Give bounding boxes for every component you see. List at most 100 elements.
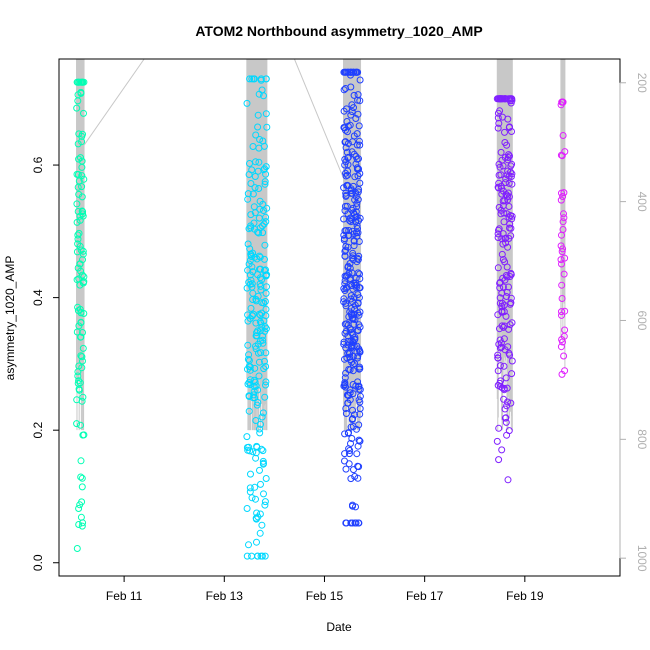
data-point: [255, 185, 263, 192]
data-point: [354, 110, 362, 118]
data-point: [504, 167, 512, 175]
x-tick-label: Feb 15: [306, 589, 344, 603]
data-point: [352, 503, 359, 511]
data-point: [344, 140, 352, 147]
data-point: [350, 209, 358, 217]
data-point: [245, 357, 253, 364]
data-point: [355, 463, 363, 471]
data-point: [244, 341, 252, 349]
data-point: [340, 340, 348, 348]
data-point: [347, 111, 355, 119]
data-point: [349, 519, 356, 527]
data-point: [246, 488, 254, 496]
data-point: [245, 541, 252, 549]
y-axis: 0.0 0.2 0.4 0.6: [31, 156, 60, 571]
data-point: [501, 179, 509, 187]
data-point: [356, 405, 364, 413]
data-point: [356, 437, 364, 445]
data-point: [507, 162, 515, 170]
data-point: [558, 248, 566, 256]
chart-title: ATOM2 Northbound asymmetry_1020_AMP: [195, 23, 482, 39]
data-point: [349, 423, 357, 430]
data-point: [246, 245, 254, 253]
data-point: [349, 68, 357, 76]
data-point: [341, 381, 349, 389]
data-point: [340, 298, 348, 306]
data-point: [75, 386, 83, 394]
data-point: [76, 379, 84, 387]
data-point: [497, 95, 505, 103]
data-point: [494, 234, 502, 241]
data-point: [502, 312, 510, 320]
data-point: [254, 123, 262, 131]
data-point: [505, 124, 513, 131]
x-axis-label: Date: [326, 620, 352, 634]
data-point: [498, 235, 506, 243]
data-point: [246, 484, 254, 492]
x-tick-label: Feb 17: [406, 589, 444, 603]
data-point: [77, 473, 85, 481]
data-point: [74, 240, 82, 248]
data-point: [558, 231, 565, 239]
data-point: [560, 332, 568, 340]
data-point: [500, 362, 508, 370]
data-point: [262, 170, 270, 178]
data-point: [348, 435, 356, 442]
data-point: [252, 417, 260, 424]
data-point: [341, 430, 349, 438]
data-point: [254, 292, 262, 300]
data-point: [78, 271, 86, 279]
data-point: [258, 521, 266, 529]
data-point: [350, 279, 358, 287]
data-point: [508, 97, 516, 105]
data-point: [252, 332, 260, 340]
data-point: [352, 115, 360, 122]
data-point: [75, 505, 83, 512]
data-point: [498, 250, 506, 258]
data-point: [347, 68, 355, 76]
data-point: [341, 227, 349, 235]
data-point: [257, 349, 265, 357]
data-point: [344, 167, 352, 175]
data-point: [75, 521, 83, 528]
data-point: [557, 256, 565, 264]
data-point: [256, 425, 263, 433]
data-point: [247, 276, 255, 284]
data-point: [249, 143, 257, 150]
data-point: [494, 264, 502, 272]
data-point: [261, 178, 269, 186]
data-point: [348, 108, 356, 116]
data-point: [262, 218, 270, 226]
data-point: [351, 411, 358, 419]
data-point: [508, 370, 516, 378]
data-point: [354, 225, 361, 232]
data-point: [257, 420, 264, 428]
data-point: [261, 180, 269, 188]
data-point: [244, 317, 252, 325]
data-point: [356, 270, 363, 278]
y2-axis: 200 400 600 800 1000: [619, 73, 649, 572]
data-point: [498, 308, 506, 316]
data-point: [341, 202, 349, 210]
data-point: [495, 456, 503, 464]
data-point: [351, 196, 359, 204]
data-point: [75, 190, 83, 198]
data-point: [256, 529, 264, 537]
y2-tick-label: 200: [635, 73, 649, 93]
data-point: [249, 190, 257, 198]
data-point: [256, 274, 264, 282]
data-point: [342, 169, 349, 177]
data-point: [347, 305, 355, 312]
data-point: [73, 218, 81, 226]
y2-tick-label: 600: [635, 310, 649, 330]
data-point: [561, 254, 569, 262]
data-point: [558, 260, 565, 268]
data-point: [353, 141, 361, 149]
data-point: [504, 156, 512, 164]
data-point: [79, 130, 86, 138]
data-point: [350, 104, 357, 112]
data-point: [353, 450, 361, 458]
data-point: [347, 475, 355, 483]
data-point: [499, 230, 507, 238]
